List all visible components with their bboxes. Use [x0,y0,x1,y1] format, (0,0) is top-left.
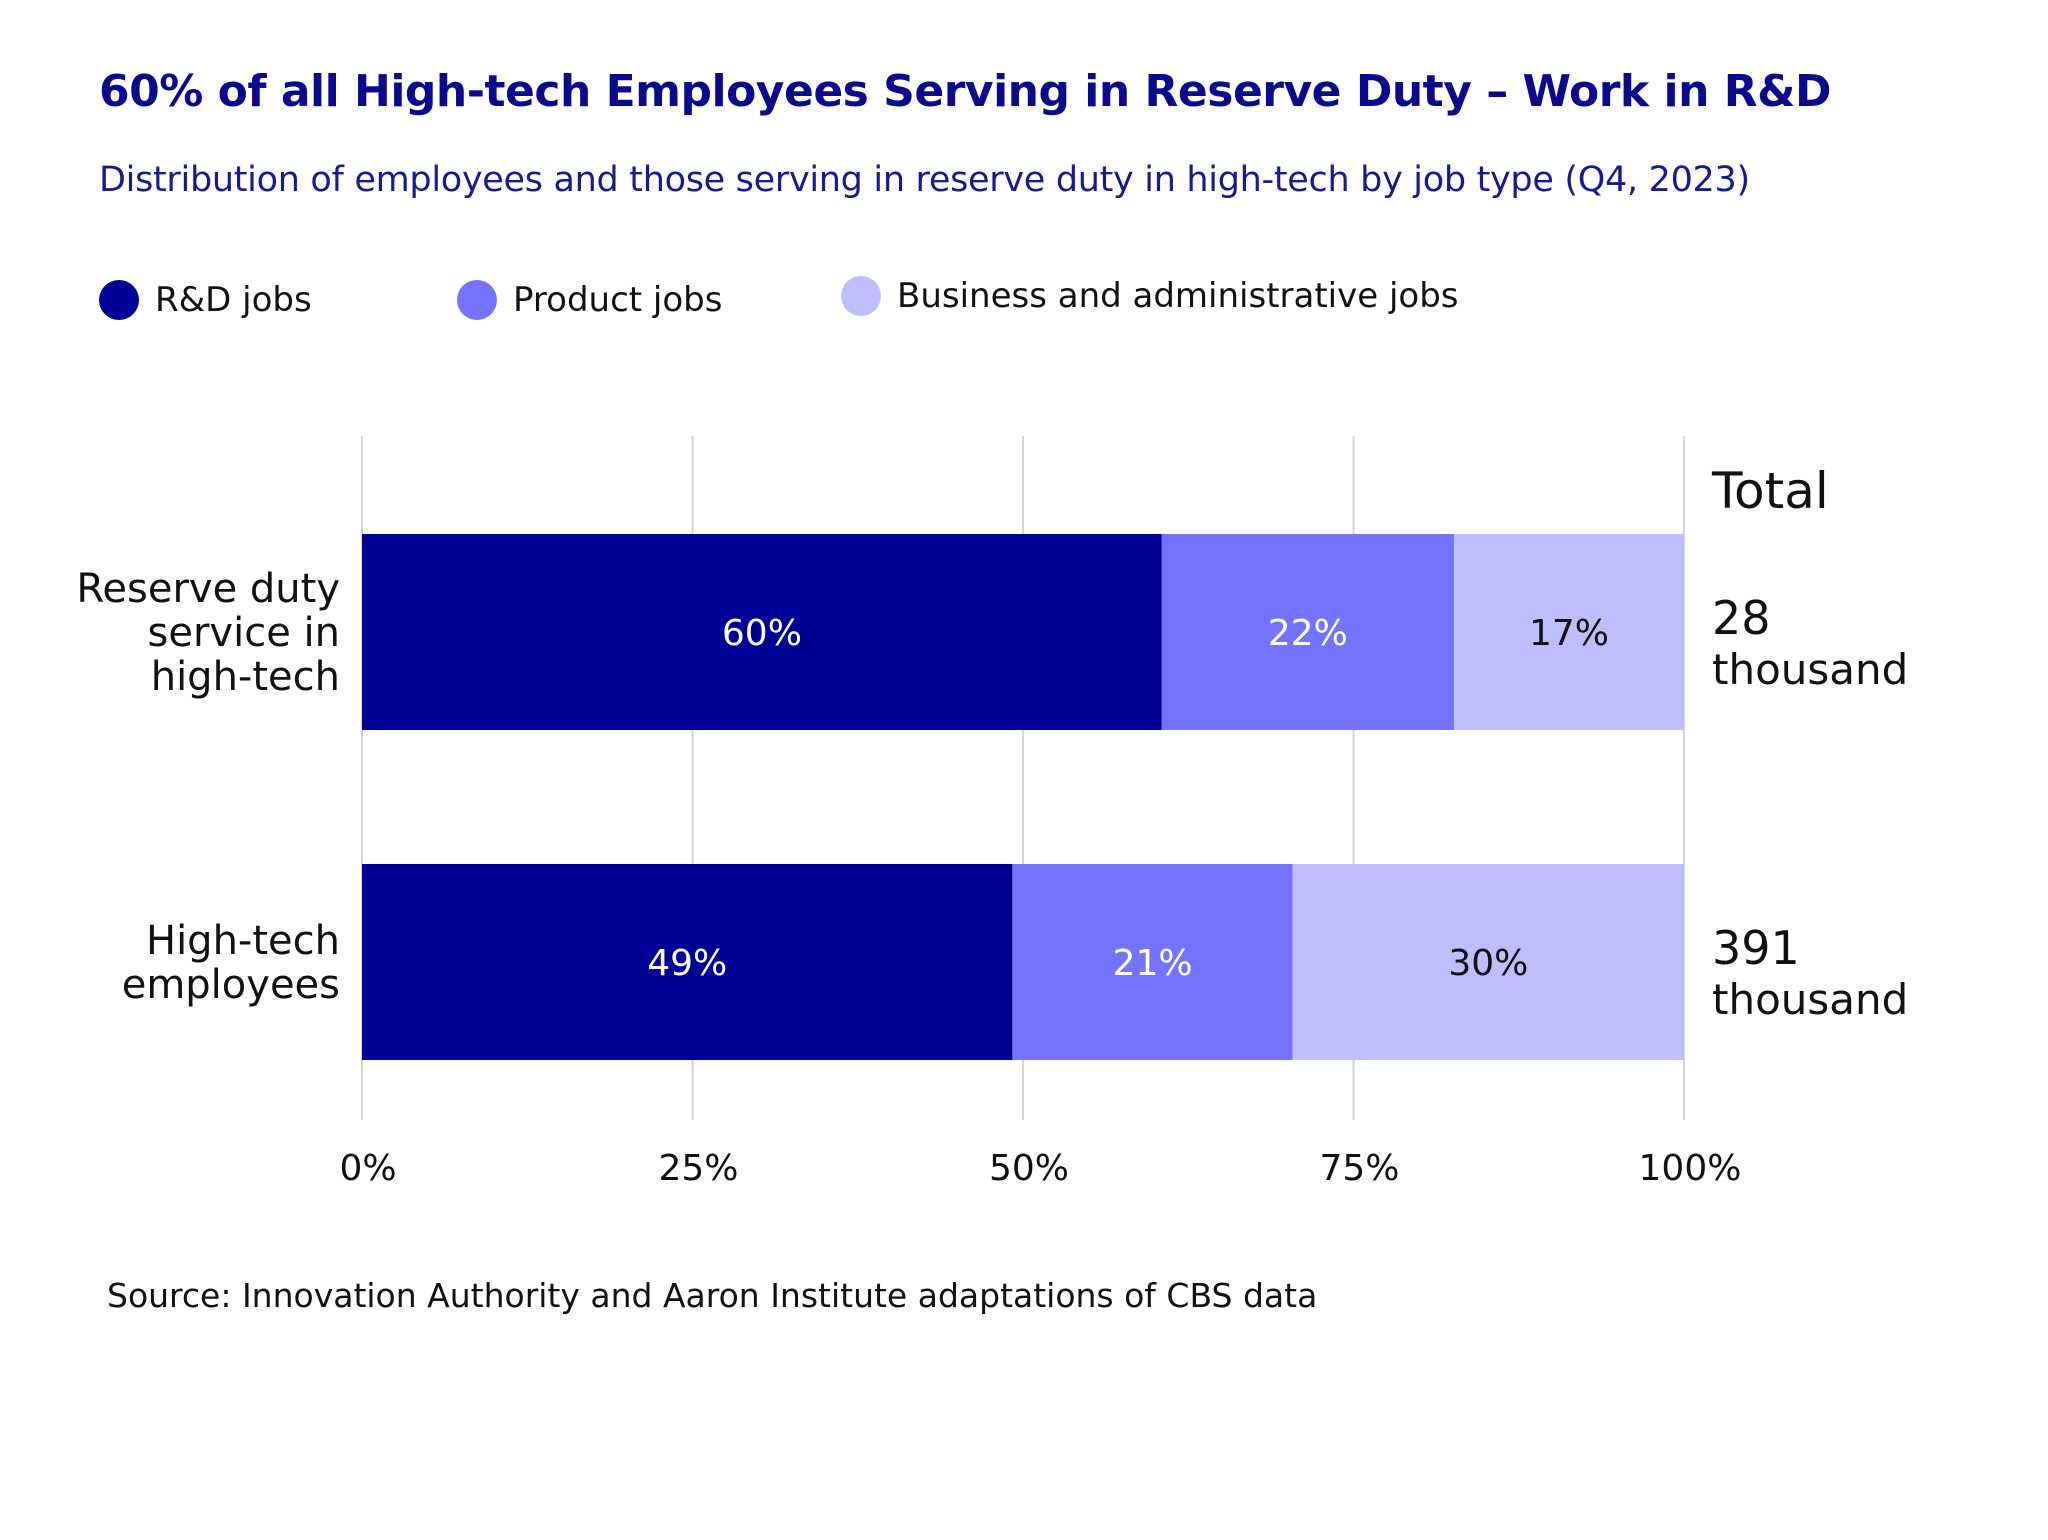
chart-title: 60% of all High-tech Employees Serving i… [99,66,1832,117]
legend-swatch-product [457,280,497,320]
total-value-1: 391 [1712,921,1800,975]
legend-swatch-rd [99,280,139,320]
total-unit-1: thousand [1712,975,1908,1024]
category-label-1-line-0: High-tech [146,918,340,964]
total-value-0: 28 [1712,591,1771,645]
x-tick-label-100: 100% [1639,1148,1742,1189]
legend-label-rd: R&D jobs [155,280,312,320]
bar-segment-1-0 [362,864,1013,1060]
total-unit-0: thousand [1712,645,1908,694]
x-tick-label-50: 50% [989,1148,1069,1189]
legend-item-business: Business and administrative jobs [841,274,1459,318]
data-label-0-0: 60% [722,613,802,654]
bar-segment-1-2 [1292,864,1684,1060]
legend-label-business: Business and administrative jobs [897,276,1459,316]
source-note: Source: Innovation Authority and Aaron I… [107,1276,1318,1315]
legend-item-rd: R&D jobs [99,278,312,322]
bar-segment-0-1 [1161,534,1454,730]
data-label-0-1: 22% [1268,613,1348,654]
totals-header: Total [1711,462,1829,520]
legend-item-product: Product jobs [457,278,722,322]
data-label-0-2: 17% [1529,613,1609,654]
data-label-1-2: 30% [1448,943,1528,984]
x-tick-label-0: 0% [339,1148,396,1189]
data-label-1-1: 21% [1113,943,1193,984]
legend-label-product: Product jobs [513,280,723,320]
category-label-1-line-1: employees [122,962,340,1008]
category-label-0-line-0: Reserve duty [76,566,340,612]
category-label-0-line-1: service in [148,610,340,656]
legend-swatch-business [841,276,881,316]
chart-subtitle: Distribution of employees and those serv… [99,160,1750,200]
x-tick-label-75: 75% [1319,1148,1399,1189]
category-label-0-line-2: high-tech [151,654,340,700]
bar-segment-1-1 [1012,864,1293,1060]
x-tick-label-25: 25% [658,1148,738,1189]
data-label-1-0: 49% [647,943,727,984]
bar-segment-0-2 [1453,534,1684,730]
bar-segment-0-0 [362,534,1162,730]
